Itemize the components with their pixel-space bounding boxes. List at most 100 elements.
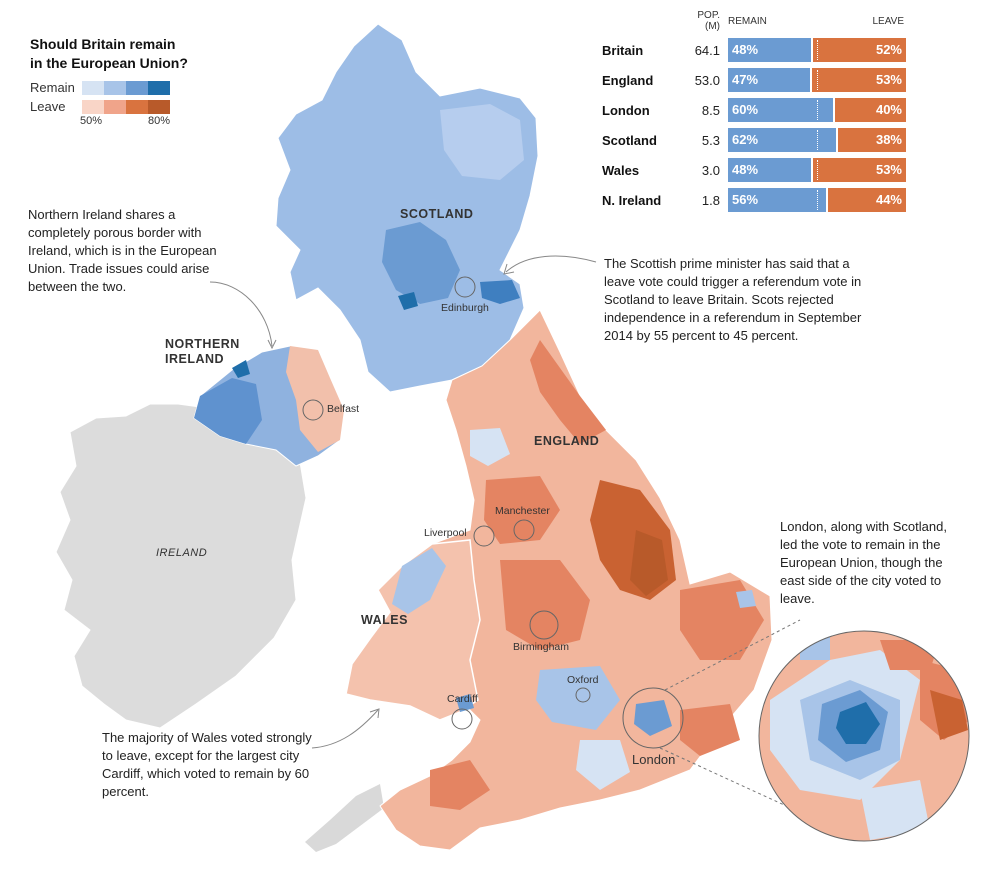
row-bar-cell: 60% 40% <box>728 95 906 125</box>
row-bar-cell: 48% 52% <box>728 35 906 65</box>
header-pop: POP. (M) <box>697 10 720 32</box>
scotland-glasgow-remain-dark <box>398 292 418 310</box>
ni-arrowhead <box>267 339 277 350</box>
remain-bar: 60% <box>728 98 835 122</box>
edinburgh-circle <box>454 276 476 298</box>
england-midlands-leave <box>500 560 590 650</box>
england-manchester-mix <box>484 476 560 544</box>
wales-arrowhead <box>369 708 380 719</box>
legend-remain-label: Remain <box>30 80 75 95</box>
leave-swatch-3 <box>148 100 170 114</box>
label-ireland: IRELAND <box>156 547 208 559</box>
header-remain-leave: REMAIN LEAVE <box>728 10 906 35</box>
ni-north-remain-dark <box>232 360 250 378</box>
legend-tick-high: 80% <box>148 115 171 127</box>
scotland-central-remain <box>382 222 460 304</box>
row-bar-cell: 47% 53% <box>728 65 906 95</box>
row-pop: 3.0 <box>701 162 720 178</box>
results-row: England 53.0 47% 53% <box>602 65 906 95</box>
header-leave: LEAVE <box>872 15 905 27</box>
result-bar: 48% 53% <box>728 158 906 182</box>
row-region: N. Ireland <box>602 192 662 208</box>
leave-swatch-2 <box>126 100 148 114</box>
ni-west-remain <box>194 378 262 444</box>
legend-title-line1: Should Britain remain <box>30 36 176 52</box>
ni-annotation-arrow <box>209 281 273 347</box>
scotland-arrowhead <box>503 263 515 275</box>
liverpool-circle <box>473 525 495 547</box>
row-region: Britain <box>602 42 644 58</box>
label-england: ENGLAND <box>534 434 600 448</box>
row-region: Scotland <box>602 132 657 148</box>
remain-swatch-1 <box>104 81 126 95</box>
fifty-percent-line <box>817 40 818 60</box>
wales-annotation-arrow <box>311 709 379 749</box>
remain-bar: 47% <box>728 68 812 92</box>
label-liverpool: Liverpool <box>424 527 467 539</box>
cornwall-grey-shape <box>305 784 384 852</box>
label-scotland: SCOTLAND <box>400 207 474 221</box>
oxford-circle <box>575 687 591 703</box>
leave-swatch-0 <box>82 100 104 114</box>
result-bar: 48% 52% <box>728 38 906 62</box>
label-london: London <box>632 752 676 767</box>
zoom-connector-top <box>664 619 801 691</box>
results-header: POP. (M) REMAIN LEAVE <box>602 10 906 35</box>
fifty-percent-line <box>817 100 818 120</box>
results-row: Britain 64.1 48% 52% <box>602 35 906 65</box>
row-bar-cell: 56% 44% <box>728 185 906 215</box>
row-region: England <box>602 72 654 88</box>
london-zoom-border <box>758 630 970 842</box>
result-bar: 56% 44% <box>728 188 906 212</box>
leave-bar: 38% <box>838 128 906 152</box>
label-manchester: Manchester <box>495 505 550 517</box>
row-bar-cell: 62% 38% <box>728 125 906 155</box>
england-lincoln-darkest <box>630 530 668 596</box>
results-row: N. Ireland 1.8 56% 44% <box>602 185 906 215</box>
cardiff-circle <box>451 708 473 730</box>
fifty-percent-line <box>817 70 818 90</box>
row-pop: 53.0 <box>694 72 720 88</box>
leave-bar: 53% <box>812 68 906 92</box>
wales-annotation: The majority of Wales voted strongly to … <box>102 730 312 799</box>
label-wales: WALES <box>361 613 408 627</box>
row-pop: 8.5 <box>701 102 720 118</box>
london-circle <box>622 687 684 749</box>
scotland-north-lighter <box>440 104 524 180</box>
results-table: POP. (M) REMAIN LEAVE Britain 64.1 48% 52% E… <box>602 10 906 215</box>
row-bar-cell: 48% 53% <box>728 155 906 185</box>
remain-bar: 56% <box>728 188 828 212</box>
leave-bar: 40% <box>835 98 906 122</box>
remain-bar: 48% <box>728 158 813 182</box>
scotland-annotation-arrow <box>505 255 597 273</box>
row-pop: 64.1 <box>694 42 720 58</box>
label-northern-ireland-2: IRELAND <box>165 352 225 366</box>
row-region: London <box>602 102 650 118</box>
result-bar: 60% 40% <box>728 98 906 122</box>
results-row: London 8.5 60% 40% <box>602 95 906 125</box>
fifty-percent-line <box>817 160 818 180</box>
remain-bar: 62% <box>728 128 838 152</box>
england-yorks-remain <box>470 428 510 466</box>
label-belfast: Belfast <box>327 403 360 415</box>
wales-north-remain <box>392 548 446 614</box>
legend-title-line2: in the European Union? <box>30 55 188 71</box>
zoom-connector-bottom <box>659 747 831 827</box>
legend-tick-low: 50% <box>80 115 103 127</box>
result-bar: 47% 53% <box>728 68 906 92</box>
england-london-remain <box>634 700 672 736</box>
result-bar: 62% 38% <box>728 128 906 152</box>
fifty-percent-line <box>817 190 818 210</box>
northern-ireland-annotation: Northern Ireland shares a completely por… <box>28 207 217 294</box>
england-southwest-leave <box>430 760 490 810</box>
england-northeast-leave <box>530 340 606 444</box>
legend-remain-swatches <box>82 81 170 95</box>
ireland-shape <box>55 403 307 729</box>
wales-cardiff-remain <box>456 694 474 712</box>
header-remain: REMAIN <box>728 15 767 27</box>
scotland-edinburgh-remain-dark <box>480 280 520 304</box>
england-south-remain-light <box>576 740 630 790</box>
row-pop: 1.8 <box>701 192 720 208</box>
england-kent-leave <box>680 704 740 756</box>
fifty-percent-line <box>817 130 818 150</box>
